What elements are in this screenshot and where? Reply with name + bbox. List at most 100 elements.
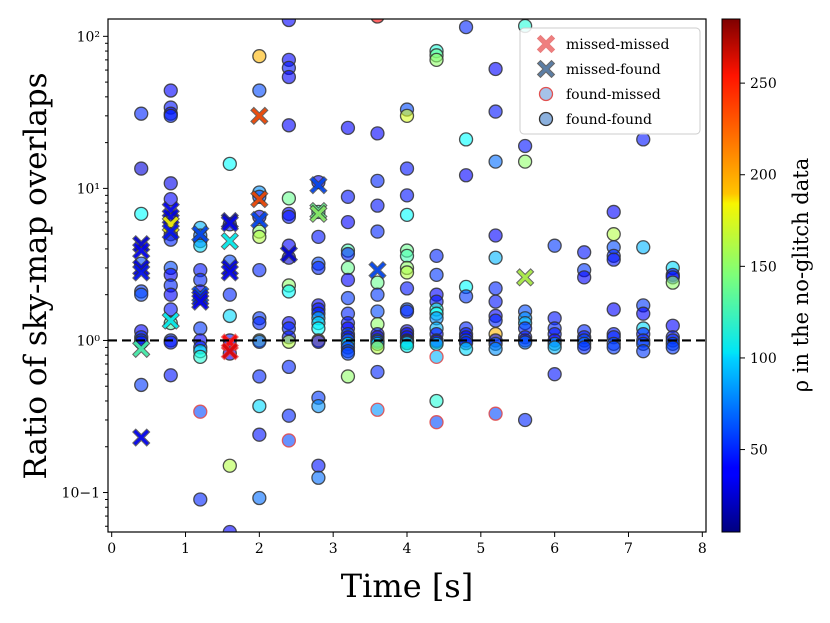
found-found-point bbox=[547, 367, 562, 382]
found-found-point bbox=[252, 334, 267, 349]
found-found-point bbox=[429, 52, 444, 68]
missed-found-point bbox=[250, 106, 269, 126]
missed-found-point bbox=[161, 311, 180, 330]
missed-missed-point bbox=[220, 342, 239, 361]
found-found-point bbox=[636, 344, 651, 359]
found-found-point bbox=[665, 275, 680, 290]
found-found-point bbox=[458, 341, 474, 357]
found-found-point bbox=[429, 248, 444, 264]
missed-found-point bbox=[132, 339, 151, 359]
missed-found-point bbox=[191, 292, 210, 311]
colorbar-tick-label: 200 bbox=[750, 168, 777, 184]
found-found-point bbox=[340, 369, 356, 384]
found-found-point bbox=[163, 191, 178, 207]
found-found-point bbox=[252, 83, 267, 98]
missed-found-point bbox=[250, 189, 269, 209]
found-found-point bbox=[134, 106, 149, 121]
found-found-point bbox=[222, 156, 237, 172]
found-found-point bbox=[252, 229, 267, 245]
found-found-point bbox=[399, 188, 415, 203]
found-missed-point bbox=[429, 415, 444, 430]
found-found-point bbox=[311, 458, 326, 473]
found-missed-point bbox=[281, 433, 297, 448]
found-found-point bbox=[222, 524, 237, 532]
found-found-point bbox=[252, 398, 267, 414]
found-found-point bbox=[193, 492, 208, 507]
found-found-point bbox=[281, 191, 297, 206]
found-found-point bbox=[222, 308, 237, 324]
found-found-point bbox=[606, 302, 621, 317]
found-found-point bbox=[134, 377, 149, 393]
colorbar-label: ρ in the no-glitch data bbox=[789, 158, 813, 392]
found-found-point bbox=[252, 262, 267, 278]
y-tick-label: 10−1 bbox=[62, 486, 100, 502]
found-found-point bbox=[340, 189, 356, 204]
found-found-point bbox=[163, 287, 178, 302]
found-found-point bbox=[488, 228, 503, 243]
found-found-point bbox=[488, 250, 503, 265]
found-found-point bbox=[399, 248, 415, 264]
found-found-point bbox=[517, 335, 533, 350]
colorbar-tick-label: 50 bbox=[750, 443, 768, 459]
found-found-point bbox=[577, 270, 592, 285]
found-found-point bbox=[281, 209, 297, 224]
x-tick-label: 1 bbox=[181, 541, 190, 557]
found-found-point bbox=[134, 161, 149, 176]
found-found-point bbox=[311, 398, 326, 414]
found-found-point bbox=[370, 126, 385, 141]
found-found-point bbox=[281, 334, 297, 349]
found-found-point bbox=[370, 19, 385, 24]
colorbar bbox=[721, 18, 741, 533]
found-missed-point bbox=[370, 402, 385, 417]
found-found-point bbox=[193, 349, 208, 365]
found-found-point bbox=[606, 204, 621, 220]
found-found-point bbox=[399, 207, 415, 222]
found-found-point bbox=[606, 340, 621, 355]
found-found-point bbox=[163, 108, 178, 123]
found-found-point bbox=[636, 132, 651, 147]
legend-marker-found-missed bbox=[538, 86, 554, 102]
found-found-point bbox=[488, 281, 503, 296]
found-found-point bbox=[636, 240, 651, 255]
found-found-point bbox=[311, 229, 326, 245]
found-found-point bbox=[281, 19, 297, 28]
missed-found-point bbox=[368, 260, 387, 280]
found-found-point bbox=[134, 287, 149, 302]
found-missed-point bbox=[193, 404, 208, 419]
missed-found-point bbox=[161, 222, 180, 241]
found-found-point bbox=[311, 470, 326, 485]
found-found-point bbox=[252, 49, 267, 64]
found-found-point bbox=[429, 336, 444, 351]
found-missed-point bbox=[429, 349, 444, 365]
y-axis-label: Ratio of sky-map overlaps bbox=[18, 72, 54, 479]
found-found-point bbox=[517, 154, 533, 169]
missed-found-point bbox=[250, 210, 269, 230]
x-tick-label: 7 bbox=[624, 541, 633, 557]
found-missed-point bbox=[488, 406, 503, 421]
found-found-point bbox=[577, 340, 592, 355]
missed-found-point bbox=[220, 231, 239, 251]
missed-found-point bbox=[220, 263, 239, 282]
found-found-point bbox=[340, 246, 356, 262]
found-found-point bbox=[163, 83, 178, 98]
missed-found-point bbox=[309, 204, 328, 224]
x-tick-label: 6 bbox=[550, 541, 559, 557]
found-found-point bbox=[340, 214, 356, 230]
found-found-point bbox=[636, 306, 651, 321]
found-found-point bbox=[252, 315, 267, 331]
colorbar-tick-label: 150 bbox=[750, 259, 777, 275]
found-found-point bbox=[163, 176, 178, 191]
y-tick-label: 10⁰ bbox=[77, 333, 101, 349]
found-found-point bbox=[458, 289, 474, 304]
found-found-point bbox=[399, 304, 415, 319]
found-found-point bbox=[547, 340, 562, 355]
legend-label-missed-found: missed-found bbox=[566, 62, 661, 78]
found-found-point bbox=[281, 69, 297, 85]
colorbar-tick-label: 100 bbox=[750, 351, 777, 367]
found-found-point bbox=[517, 412, 533, 428]
missed-found-point bbox=[132, 263, 151, 282]
found-found-point bbox=[488, 61, 503, 77]
found-found-point bbox=[340, 272, 356, 288]
found-found-point bbox=[252, 427, 267, 442]
